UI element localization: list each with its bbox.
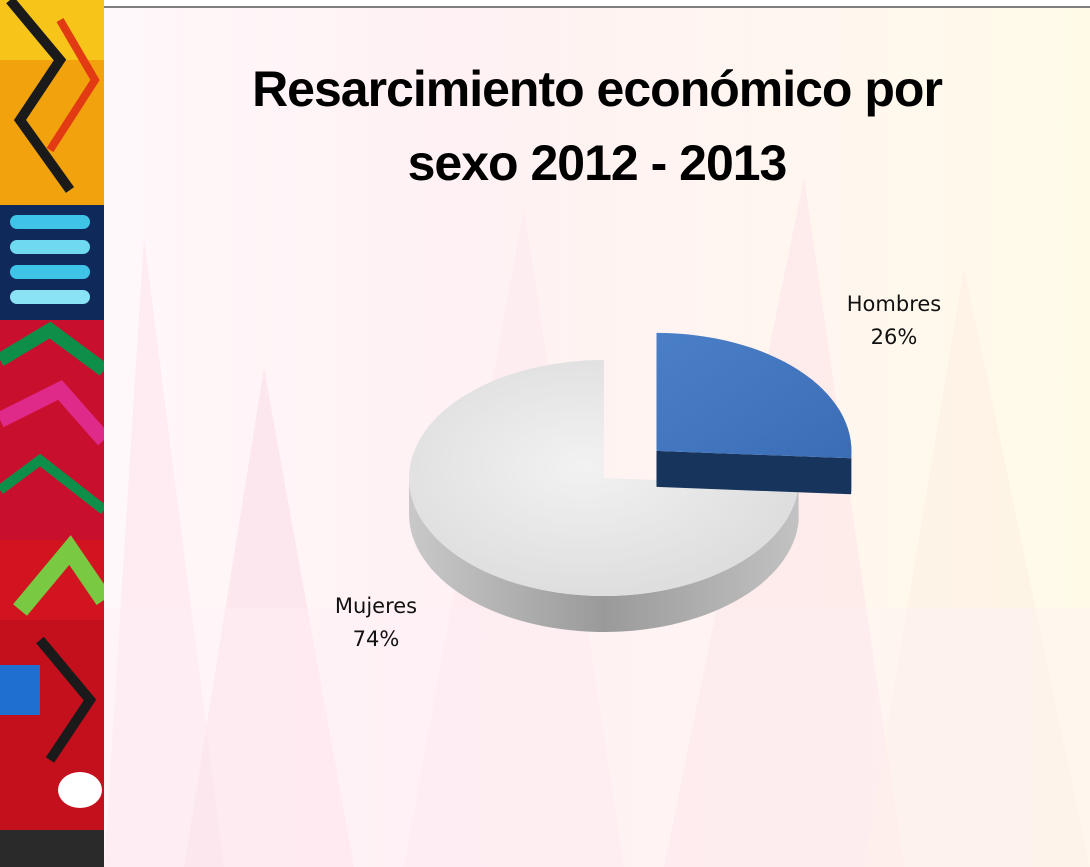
slice-label-hombres: Hombres 26% [804, 288, 984, 354]
slice-label-mujeres-name: Mujeres [334, 594, 418, 618]
slide-area: Resarcimiento económico por sexo 2012 - … [104, 8, 1090, 867]
pie-slice-hombres [656, 332, 852, 495]
slice-label-mujeres-value: 74% [352, 627, 400, 651]
slide-title: Resarcimiento económico por sexo 2012 - … [104, 52, 1090, 200]
slice-label-hombres-value: 26% [870, 325, 918, 349]
pie-slice-mujeres [409, 360, 799, 633]
pie-slice-hombres-top [656, 332, 852, 459]
pie-slice-mujeres-side [409, 478, 799, 633]
pie-slice-mujeres-top [409, 360, 799, 597]
slice-label-mujeres: Mujeres 74% [286, 590, 466, 656]
textile-decoration [0, 0, 104, 867]
title-line-1: Resarcimiento económico por [252, 61, 943, 117]
title-line-2: sexo 2012 - 2013 [407, 135, 788, 191]
pie-chart [409, 332, 852, 633]
pie-slice-hombres-end-face [656, 450, 852, 495]
top-rule [104, 6, 1090, 9]
slice-label-hombres-name: Hombres [846, 292, 942, 316]
